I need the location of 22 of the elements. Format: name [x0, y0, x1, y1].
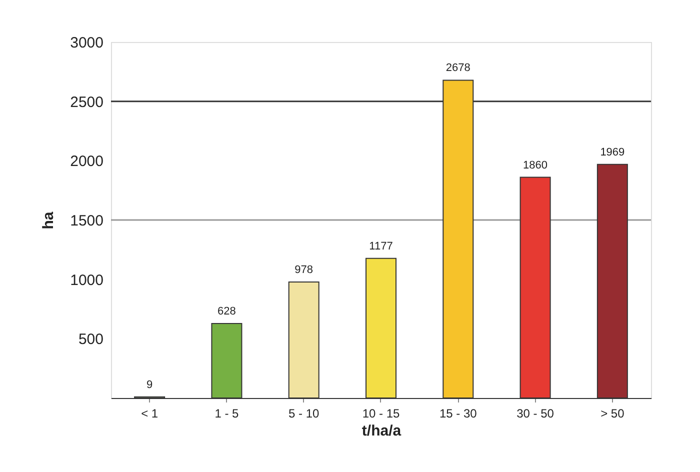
- data-label: 9: [146, 378, 153, 391]
- x-tick-label: 15 - 30: [439, 406, 478, 420]
- data-label: 2678: [446, 62, 470, 74]
- y-tick-label: 2000: [70, 153, 104, 170]
- x-tick-label: > 50: [600, 406, 625, 420]
- y-tick-label: 2500: [70, 94, 104, 111]
- data-label: 1860: [523, 159, 548, 172]
- y-tick-label: 1500: [70, 212, 104, 230]
- data-label: 1177: [369, 240, 393, 252]
- y-tick-label: 3000: [70, 34, 104, 52]
- x-axis-title: t/ha/a: [362, 422, 402, 440]
- x-tick-label: 5 - 10: [288, 406, 320, 420]
- y-axis-title: ha: [40, 211, 58, 230]
- y-tick-label: 500: [78, 331, 104, 348]
- x-tick-label: 10 - 15: [362, 406, 400, 420]
- data-label: 628: [218, 305, 236, 318]
- x-tick-label: < 1: [141, 406, 158, 420]
- data-label: 978: [294, 264, 314, 276]
- x-tick-label: 30 - 50: [516, 406, 554, 420]
- data-label: 1969: [600, 146, 625, 158]
- y-tick-label: 1000: [70, 272, 104, 289]
- x-tick-label: 1 - 5: [214, 406, 240, 420]
